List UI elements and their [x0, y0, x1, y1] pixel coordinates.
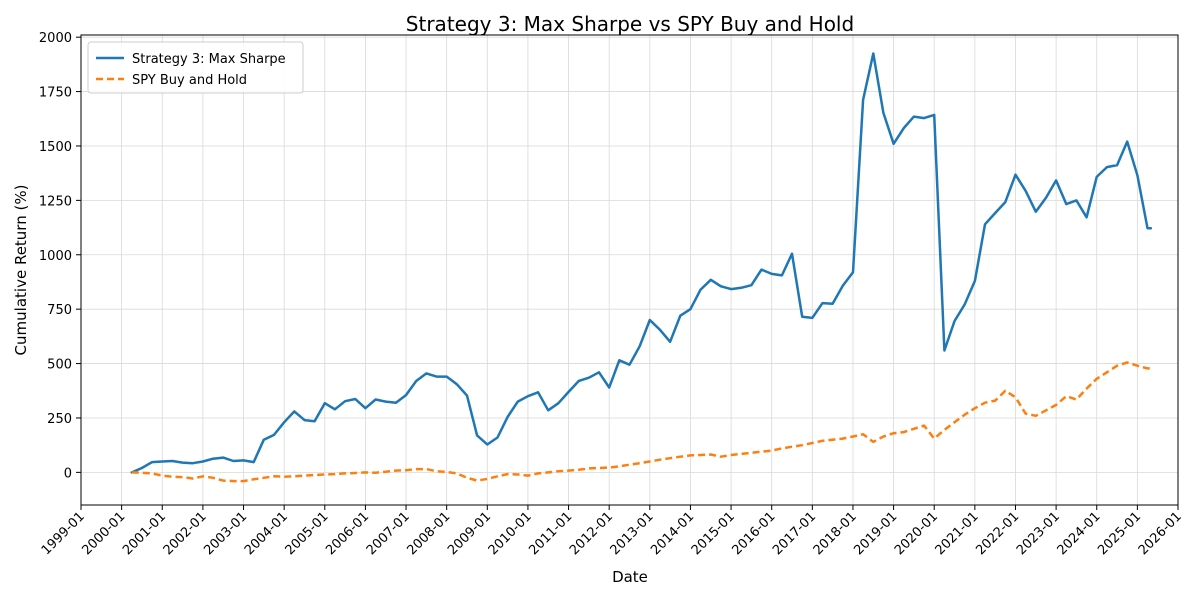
chart-title: Strategy 3: Max Sharpe vs SPY Buy and Ho…: [406, 12, 854, 36]
x-axis-label: Date: [612, 568, 648, 586]
y-axis-label: Cumulative Return (%): [12, 185, 30, 356]
y-tick-label: 1500: [39, 140, 72, 155]
y-tick-label: 500: [47, 358, 72, 373]
legend-label-spy: SPY Buy and Hold: [132, 73, 247, 88]
y-tick-label: 1750: [39, 86, 72, 101]
legend-label-strategy: Strategy 3: Max Sharpe: [132, 52, 286, 67]
y-tick-label: 1250: [39, 194, 72, 209]
y-tick-label: 250: [47, 412, 72, 427]
y-tick-label: 750: [47, 303, 72, 318]
legend: Strategy 3: Max Sharpe SPY Buy and Hold: [88, 42, 303, 93]
y-tick-label: 0: [64, 466, 72, 481]
y-tick-label: 2000: [39, 31, 72, 46]
y-tick-label: 1000: [39, 249, 72, 264]
